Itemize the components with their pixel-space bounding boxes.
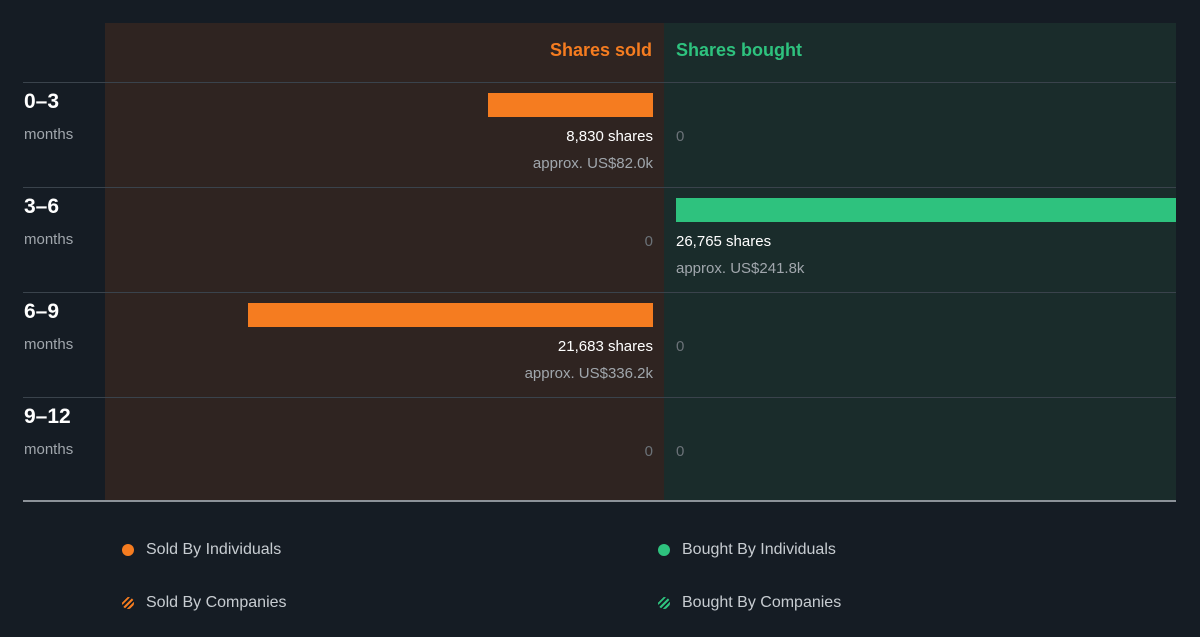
legend-label: Bought By Companies (682, 594, 842, 611)
legend-hatched-dot-icon (122, 597, 134, 609)
row-separator (23, 292, 1176, 293)
period-unit-label: months (24, 336, 74, 353)
period-label: 9–12 (24, 405, 71, 428)
period-unit-label: months (24, 126, 74, 143)
row-separator (23, 397, 1176, 398)
period-unit-label: months (24, 231, 74, 248)
legend-dot-icon (122, 544, 134, 556)
sold-shares-label: 8,830 shares (566, 128, 653, 145)
sold-bar (488, 93, 653, 117)
legend-label: Sold By Companies (146, 594, 287, 611)
period-label: 3–6 (24, 195, 60, 218)
legend-label: Bought By Individuals (682, 541, 836, 558)
period-unit-label: months (24, 441, 74, 458)
bought-panel (664, 23, 1176, 501)
shares-sold-header: Shares sold (549, 40, 652, 60)
bought-zero-label: 0 (676, 128, 685, 145)
sold-bar (248, 303, 653, 327)
sold-zero-label: 0 (644, 233, 653, 250)
shares-bought-header: Shares bought (676, 40, 803, 60)
legend-hatched-dot-icon (658, 597, 670, 609)
period-label: 6–9 (24, 300, 60, 323)
legend-bought-individuals: Bought By Individuals (658, 541, 836, 559)
axis-line (23, 500, 1176, 502)
row-separator (23, 82, 1176, 83)
legend-sold-companies: Sold By Companies (122, 594, 287, 612)
bought-zero-label: 0 (676, 338, 685, 355)
sold-value-label: approx. US$82.0k (532, 155, 653, 172)
bought-shares-label: 26,765 shares (676, 233, 772, 250)
row-separator (23, 187, 1176, 188)
bought-value-label: approx. US$241.8k (676, 260, 805, 277)
legend-dot-icon (658, 544, 670, 556)
sold-zero-label: 0 (644, 443, 653, 460)
bought-zero-label: 0 (676, 443, 685, 460)
sold-shares-label: 21,683 shares (557, 338, 653, 355)
legend-sold-individuals: Sold By Individuals (122, 541, 281, 559)
legend-label: Sold By Individuals (146, 541, 282, 558)
sold-value-label: approx. US$336.2k (524, 365, 653, 382)
period-label: 0–3 (24, 90, 60, 113)
legend-bought-companies: Bought By Companies (658, 594, 841, 612)
bought-bar (676, 198, 1176, 222)
